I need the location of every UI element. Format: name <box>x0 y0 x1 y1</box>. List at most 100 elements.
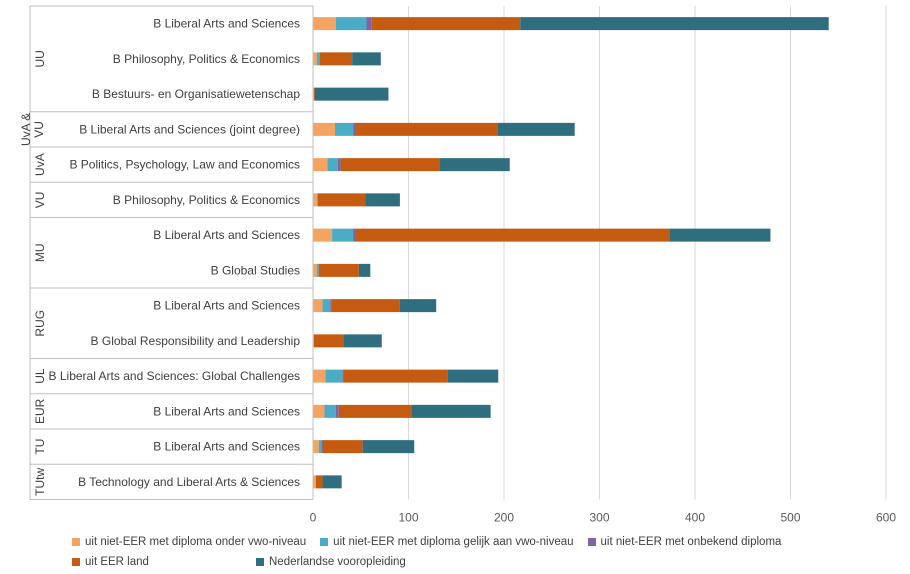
bar-row11-series3 <box>342 369 344 383</box>
category-label-11: B Liberal Arts and Sciences: Global Chal… <box>49 369 300 383</box>
category-label-4: B Liberal Arts and Sciences (joint degre… <box>79 122 300 136</box>
bar-row11-series4 <box>343 369 448 383</box>
legend-item-3: uit niet-EER met onbekend diploma <box>587 536 782 548</box>
category-label-12: B Liberal Arts and Sciences <box>153 404 300 418</box>
bar-row11-series5 <box>447 369 499 383</box>
bar-row1-series2 <box>335 17 367 31</box>
group-label-2-line-1: UvA & <box>19 113 33 146</box>
bar-row5-series2 <box>327 158 338 172</box>
bar-row13-series5 <box>362 440 415 454</box>
bar-row9-series2 <box>322 299 331 313</box>
category-label-1: B Liberal Arts and Sciences <box>153 17 300 31</box>
bar-row1-series4 <box>371 17 521 31</box>
category-label-5: B Politics, Psychology, Law and Economic… <box>69 158 300 172</box>
category-label-8: B Global Studies <box>211 263 300 277</box>
bar-row11-series2 <box>325 369 343 383</box>
bar-row9-series4 <box>331 299 400 313</box>
legend-swatch-4 <box>72 558 80 566</box>
bar-row12-series2 <box>324 404 336 418</box>
group-label-1: UU <box>33 50 47 67</box>
legend-row-1: uit niet-EER met diploma onder vwo-nivea… <box>72 532 902 552</box>
legend-swatch-5 <box>256 558 264 566</box>
bar-row1-series3 <box>366 17 372 31</box>
bar-row5-series3 <box>337 158 341 172</box>
bar-row8-series5 <box>358 263 371 277</box>
bar-row13-series1 <box>313 440 319 454</box>
bar-row7-series4 <box>355 228 670 242</box>
group-label-10: TUtw <box>33 468 47 496</box>
bar-row9-series5 <box>399 299 437 313</box>
bar-row9-series3 <box>330 299 332 313</box>
x-tick-label-600: 600 <box>876 511 896 525</box>
legend-swatch-3 <box>587 538 596 546</box>
bar-row9-series1 <box>313 299 323 313</box>
bar-row2-series2 <box>316 52 320 66</box>
bar-row6-series2 <box>316 193 318 207</box>
legend-swatch-1 <box>72 538 80 546</box>
x-tick-label-500: 500 <box>780 511 800 525</box>
category-label-7: B Liberal Arts and Sciences <box>153 228 300 242</box>
bar-row4-series5 <box>497 122 575 136</box>
bar-row8-series2 <box>316 263 319 277</box>
legend-swatch-2 <box>320 538 329 546</box>
bar-row3-series5 <box>314 87 389 101</box>
category-label-2: B Philosophy, Politics & Economics <box>113 52 300 66</box>
legend-row-2: uit EER land Nederlandse vooropleiding <box>72 552 902 572</box>
bar-row10-series4 <box>313 334 344 348</box>
legend-item-2: uit niet-EER met diploma gelijk aan vwo-… <box>320 536 574 548</box>
legend-label-1: uit niet-EER met diploma onder vwo-nivea… <box>85 536 307 548</box>
bar-row7-series1 <box>313 228 333 242</box>
legend-item-5: Nederlandse vooropleiding <box>256 556 406 568</box>
bar-row8-series1 <box>313 263 317 277</box>
legend: uit niet-EER met diploma onder vwo-nivea… <box>72 532 902 572</box>
group-label-2-line-2: VU <box>32 121 46 138</box>
bar-row6-series1 <box>313 193 317 207</box>
bar-row2-series1 <box>313 52 317 66</box>
bar-row4-series1 <box>313 122 335 136</box>
bar-row4-series3 <box>353 122 356 136</box>
bar-row4-series2 <box>334 122 354 136</box>
x-tick-label-0: 0 <box>310 511 317 525</box>
category-label-9: B Liberal Arts and Sciences <box>153 299 300 313</box>
bar-row2-series4 <box>319 52 353 66</box>
bar-row10-series5 <box>343 334 382 348</box>
legend-label-5: Nederlandse vooropleiding <box>269 556 406 568</box>
bar-row11-series1 <box>313 369 326 383</box>
category-label-6: B Philosophy, Politics & Economics <box>113 193 300 207</box>
bar-row14-series4 <box>315 475 323 489</box>
bar-row14-series1 <box>313 475 316 489</box>
category-label-3: B Bestuurs- en Organisatiewetenschap <box>92 87 300 101</box>
group-label-3: UvA <box>33 153 47 176</box>
bar-row7-series5 <box>669 228 771 242</box>
bar-row13-series3 <box>321 440 323 454</box>
x-tick-label-400: 400 <box>685 511 705 525</box>
category-label-10: B Global Responsibility and Leadership <box>91 334 301 348</box>
bar-row6-series4 <box>317 193 366 207</box>
bar-row13-series2 <box>318 440 322 454</box>
bar-row13-series4 <box>322 440 363 454</box>
legend-label-2: uit niet-EER met diploma gelijk aan vwo-… <box>333 536 574 548</box>
group-label-4: VU <box>33 192 47 209</box>
bar-row3-series4 <box>313 87 315 101</box>
group-label-5: MU <box>33 243 47 262</box>
bar-row7-series3 <box>353 228 356 242</box>
bar-row1-series5 <box>520 17 829 31</box>
bar-row5-series1 <box>313 158 328 172</box>
group-label-8: EUR <box>33 398 47 424</box>
bar-row5-series4 <box>340 158 441 172</box>
category-label-13: B Liberal Arts and Sciences <box>153 440 300 454</box>
bar-row2-series5 <box>352 52 381 66</box>
x-tick-label-200: 200 <box>494 511 514 525</box>
category-label-14: B Technology and Liberal Arts & Sciences <box>78 475 300 489</box>
bar-row12-series3 <box>335 404 339 418</box>
bar-row12-series1 <box>313 404 325 418</box>
group-label-9: TU <box>33 439 47 455</box>
bar-row5-series5 <box>440 158 510 172</box>
group-label-6: RUG <box>33 310 47 337</box>
group-label-7: UL <box>33 368 47 384</box>
x-tick-label-300: 300 <box>589 511 609 525</box>
bar-row12-series4 <box>338 404 412 418</box>
legend-label-3: uit niet-EER met onbekend diploma <box>600 536 782 548</box>
bar-row4-series4 <box>355 122 498 136</box>
